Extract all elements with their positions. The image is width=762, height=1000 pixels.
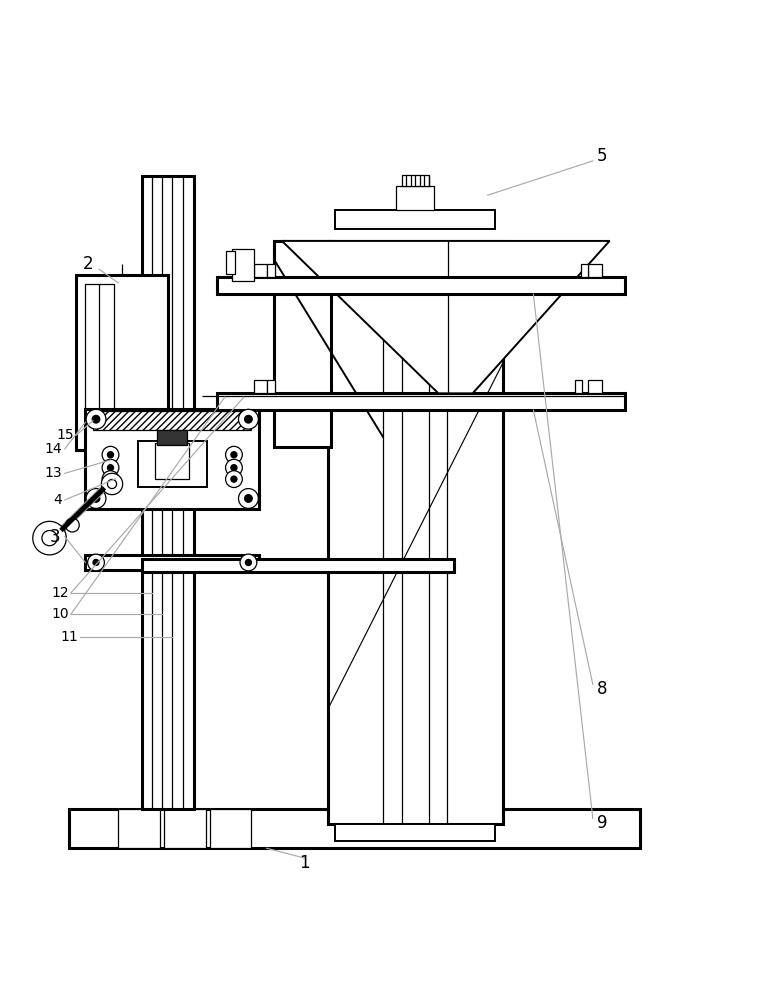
- Text: 13: 13: [45, 466, 62, 480]
- Bar: [588, 264, 602, 277]
- Text: 11: 11: [60, 630, 78, 644]
- Bar: [396, 186, 434, 210]
- Circle shape: [86, 489, 106, 508]
- Bar: [335, 824, 495, 841]
- Text: 10: 10: [51, 607, 69, 621]
- Text: 1: 1: [299, 854, 310, 872]
- Bar: [217, 393, 625, 410]
- Text: 5: 5: [597, 147, 607, 165]
- Bar: [335, 210, 495, 229]
- Circle shape: [226, 459, 242, 476]
- Bar: [164, 809, 206, 848]
- Polygon shape: [282, 241, 610, 393]
- Bar: [328, 249, 503, 824]
- Bar: [142, 559, 454, 572]
- Text: 12: 12: [51, 586, 69, 600]
- Circle shape: [239, 409, 258, 429]
- Text: 14: 14: [45, 442, 62, 456]
- Bar: [232, 249, 254, 281]
- Bar: [69, 809, 640, 848]
- Circle shape: [107, 465, 114, 471]
- Bar: [383, 249, 402, 824]
- Circle shape: [107, 476, 114, 482]
- Bar: [118, 809, 160, 848]
- Bar: [85, 555, 259, 570]
- Bar: [157, 430, 187, 445]
- Bar: [85, 409, 259, 509]
- Bar: [402, 175, 429, 186]
- Bar: [575, 380, 582, 393]
- Bar: [581, 264, 588, 277]
- Bar: [76, 275, 168, 450]
- Bar: [210, 809, 251, 848]
- Circle shape: [88, 554, 104, 571]
- Text: 2: 2: [82, 255, 93, 273]
- Circle shape: [107, 452, 114, 458]
- Bar: [85, 284, 114, 441]
- Bar: [274, 241, 331, 447]
- Circle shape: [86, 409, 106, 429]
- Circle shape: [245, 559, 251, 566]
- Circle shape: [101, 473, 123, 495]
- Text: 4: 4: [54, 493, 62, 507]
- Bar: [442, 306, 453, 393]
- Circle shape: [93, 559, 99, 566]
- Bar: [429, 249, 447, 824]
- Bar: [267, 380, 275, 393]
- Bar: [142, 176, 194, 809]
- Circle shape: [107, 479, 117, 489]
- Circle shape: [231, 476, 237, 482]
- Circle shape: [240, 554, 257, 571]
- Text: 8: 8: [597, 680, 607, 698]
- Bar: [226, 251, 235, 274]
- Text: 3: 3: [50, 528, 60, 546]
- Bar: [138, 441, 207, 487]
- Circle shape: [226, 471, 242, 488]
- Bar: [93, 411, 251, 430]
- Bar: [254, 264, 267, 277]
- Circle shape: [66, 518, 79, 532]
- Circle shape: [245, 495, 252, 502]
- Bar: [254, 380, 267, 393]
- Circle shape: [245, 415, 252, 423]
- Circle shape: [102, 446, 119, 463]
- Circle shape: [42, 530, 57, 546]
- Circle shape: [33, 521, 66, 555]
- Text: 15: 15: [56, 428, 74, 442]
- Circle shape: [92, 495, 100, 502]
- Bar: [217, 277, 625, 294]
- Bar: [267, 264, 275, 277]
- Circle shape: [226, 446, 242, 463]
- Circle shape: [231, 465, 237, 471]
- Text: 9: 9: [597, 814, 607, 832]
- Bar: [155, 443, 189, 479]
- Circle shape: [102, 471, 119, 488]
- Circle shape: [239, 489, 258, 508]
- Bar: [274, 241, 503, 260]
- Bar: [588, 380, 602, 393]
- Bar: [453, 306, 465, 393]
- Circle shape: [231, 452, 237, 458]
- Circle shape: [102, 459, 119, 476]
- Circle shape: [92, 415, 100, 423]
